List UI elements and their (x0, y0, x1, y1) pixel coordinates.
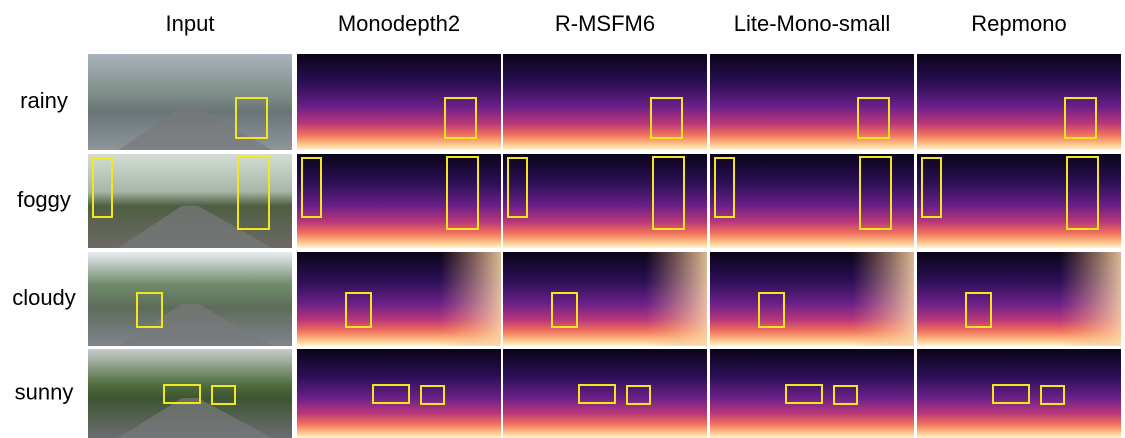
row-label: sunny (15, 379, 74, 404)
column-header: R-MSFM6 (555, 11, 655, 36)
image-grid: Input Monodepth2 R-MSFM6 Lite-Mono-small Rep… (12, 11, 1121, 438)
depth-map (297, 154, 501, 248)
depth-glow (297, 252, 501, 346)
depth-map (710, 349, 914, 438)
depth-glow (710, 252, 914, 346)
depth-map (917, 154, 1121, 248)
depth-map (917, 54, 1121, 150)
column-header: Input (166, 11, 215, 36)
row-label: cloudy (12, 285, 76, 310)
column-header: Lite-Mono-small (734, 11, 891, 36)
depth-map (297, 349, 501, 438)
column-header: Monodepth2 (338, 11, 460, 36)
depth-map (710, 154, 914, 248)
depth-map (503, 54, 707, 150)
depth-map (917, 349, 1121, 438)
row-label: foggy (17, 187, 71, 212)
depth-map (503, 349, 707, 438)
depth-map (710, 54, 914, 150)
column-header: Repmono (971, 11, 1066, 36)
row-label: rainy (20, 88, 68, 113)
figure: Input Monodepth2 R-MSFM6 Lite-Mono-small Rep… (0, 0, 1125, 438)
depth-glow (503, 252, 707, 346)
depth-glow (917, 252, 1121, 346)
depth-map (503, 154, 707, 248)
depth-map (297, 54, 501, 150)
page: Input Monodepth2 R-MSFM6 Lite-Mono-small Rep… (0, 0, 1125, 438)
